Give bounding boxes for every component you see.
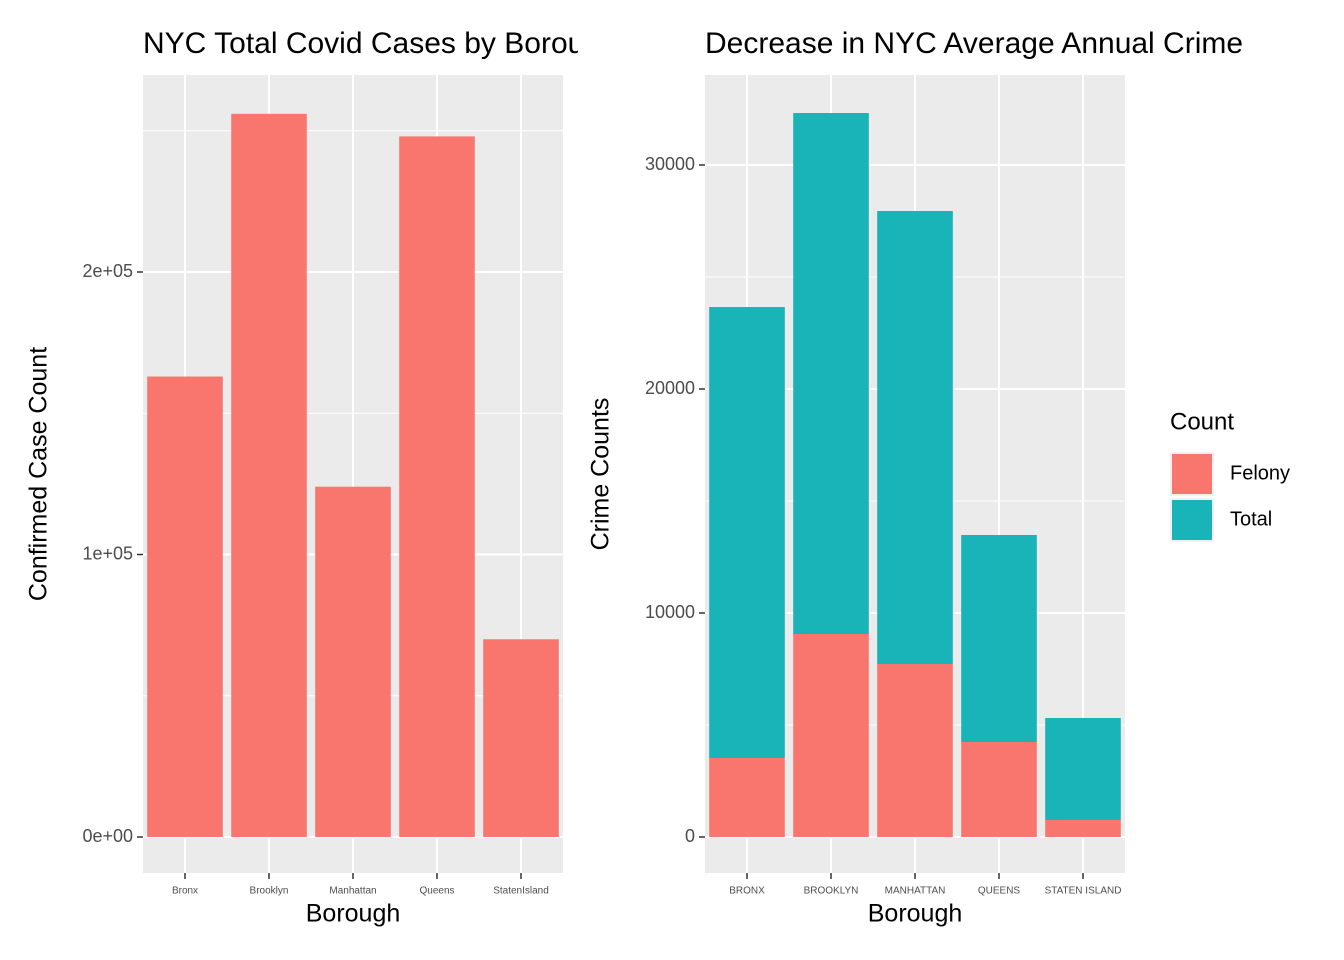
bar xyxy=(315,486,391,838)
x-tick-label: Manhattan xyxy=(329,886,376,897)
x-tick-label: STATEN ISLAND xyxy=(1045,886,1122,897)
x-axis-title: Borough xyxy=(868,900,963,928)
x-tick-label: Brooklyn xyxy=(250,886,289,897)
y-tick-label: 2e+05 xyxy=(82,261,133,281)
bar xyxy=(147,376,223,838)
bar-segment xyxy=(961,535,1037,743)
x-axis-title: Borough xyxy=(306,900,401,928)
bar-segment xyxy=(793,113,869,634)
bar-segment xyxy=(1045,820,1121,838)
legend-swatch xyxy=(1172,500,1212,540)
legend-label: Felony xyxy=(1230,462,1290,484)
bar-segment xyxy=(793,633,869,838)
y-axis-title: Confirmed Case Count xyxy=(25,347,53,601)
legend-label: Total xyxy=(1230,508,1272,530)
y-tick-label: 1e+05 xyxy=(82,543,133,563)
bar xyxy=(483,639,559,838)
bar-segment xyxy=(877,211,953,665)
bar xyxy=(399,136,475,838)
chart-title: NYC Total Covid Cases by Borough xyxy=(143,27,618,60)
chart-title: Decrease in NYC Average Annual Crime xyxy=(705,27,1243,60)
y-tick-label: 20000 xyxy=(645,378,695,398)
x-tick-label: Bronx xyxy=(172,886,198,897)
bar xyxy=(231,113,307,838)
x-tick-label: BROOKLYN xyxy=(804,886,859,897)
bar-segment xyxy=(877,664,953,838)
x-tick-label: StatenIsland xyxy=(493,886,549,897)
bar-segment xyxy=(1045,717,1121,821)
y-tick-label: 0e+00 xyxy=(82,826,133,846)
y-tick-label: 10000 xyxy=(645,602,695,622)
y-tick-label: 30000 xyxy=(645,154,695,174)
x-tick-label: QUEENS xyxy=(978,886,1021,897)
bar-segment xyxy=(709,307,785,758)
bar-segment xyxy=(961,742,1037,838)
y-axis-title: Crime Counts xyxy=(587,398,615,551)
x-tick-label: BRONX xyxy=(729,886,765,897)
x-tick-label: Queens xyxy=(419,886,454,897)
legend-title: Count xyxy=(1170,408,1234,435)
bar-segment xyxy=(709,757,785,838)
x-tick-label: MANHATTAN xyxy=(885,886,946,897)
legend-swatch xyxy=(1172,454,1212,494)
y-tick-label: 0 xyxy=(685,826,695,846)
